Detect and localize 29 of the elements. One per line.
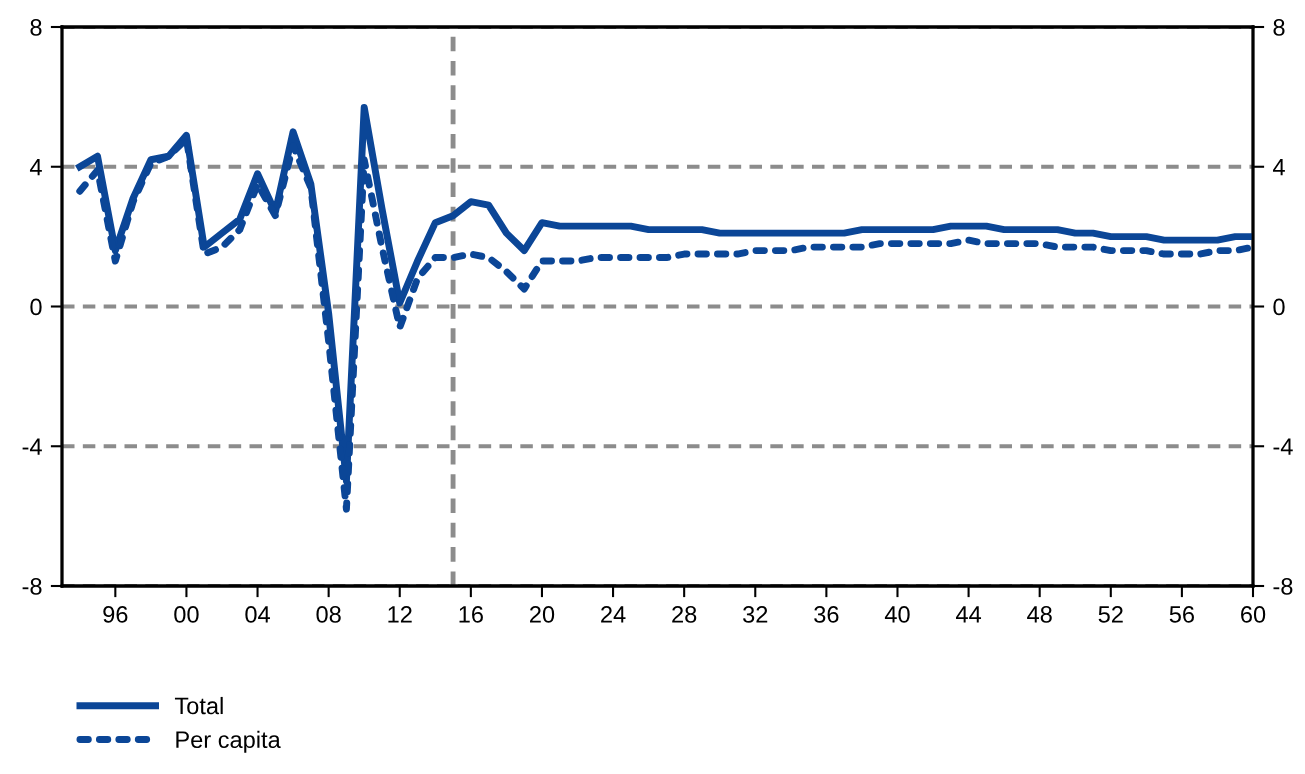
y2-tick-label: -8	[1273, 578, 1293, 595]
x-tick-label: 12	[388, 606, 412, 623]
x-tick-label: 20	[530, 606, 555, 623]
x-tick-label: 28	[672, 606, 697, 623]
x-tick-label: 52	[1098, 606, 1123, 623]
y-tick-label: 0	[30, 298, 42, 316]
x-tick-label: 48	[1027, 606, 1052, 623]
y2-tick-label: -4	[1273, 438, 1293, 455]
x-tick-label: 08	[316, 606, 341, 623]
y-tick-label: -4	[22, 438, 42, 455]
y-tick-label: 4	[29, 159, 42, 176]
x-tick-label: 96	[103, 606, 128, 623]
y2-tick-label: 4	[1272, 159, 1285, 176]
x-tick-label: 24	[601, 606, 626, 623]
legend-label: Total	[174, 696, 223, 715]
x-tick-label: 60	[1241, 606, 1266, 623]
y2-tick-label: 8	[1273, 19, 1285, 36]
x-tick-label: 00	[174, 606, 199, 623]
x-tick-label: 44	[955, 606, 982, 623]
legend-label: Per capita	[176, 730, 281, 753]
x-tick-label: 04	[245, 606, 270, 623]
y-tick-label: 8	[30, 19, 42, 36]
y-tick-label: -8	[22, 578, 42, 595]
y2-tick-label: 0	[1273, 298, 1285, 316]
x-tick-label: 36	[814, 606, 839, 623]
x-tick-label: 56	[1169, 606, 1194, 623]
x-tick-label: 32	[743, 606, 768, 623]
x-tick-label: 16	[459, 606, 483, 623]
x-tick-label: 40	[884, 606, 910, 623]
